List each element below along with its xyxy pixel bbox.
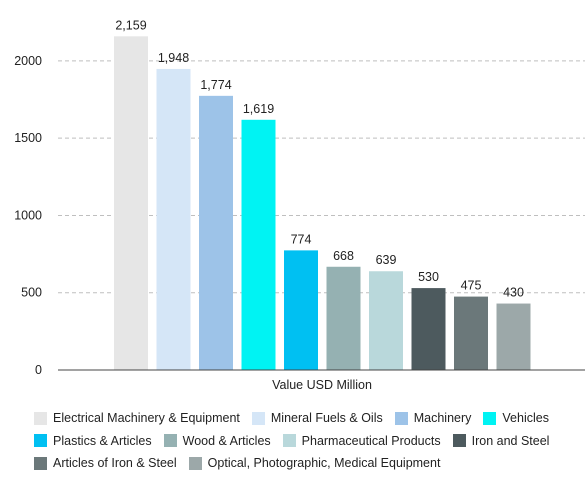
legend-item: Machinery bbox=[394, 408, 472, 428]
legend-swatch bbox=[483, 411, 497, 425]
legend-swatch bbox=[188, 456, 202, 470]
bar-value-label: 1,948 bbox=[158, 51, 189, 65]
legend-label: Wood & Articles bbox=[182, 433, 271, 448]
bar bbox=[114, 36, 148, 370]
bar-labels: 2,159 1,948 1,774 1,619 774 668 639 530 475 430 bbox=[115, 18, 524, 299]
legend-label: Machinery bbox=[413, 411, 472, 425]
bar bbox=[496, 303, 531, 370]
legend-item: Plastics & Articles bbox=[34, 431, 152, 451]
y-tick-label: 0 bbox=[35, 363, 42, 377]
legend-item: Mineral Fuels & Oils bbox=[251, 408, 383, 428]
legend-item: Articles of Iron & Steel bbox=[34, 453, 177, 473]
legend-swatch bbox=[251, 411, 265, 425]
legend-item: Optical, Photographic, Medical Equipment bbox=[188, 453, 441, 473]
y-tick-label: 500 bbox=[21, 286, 42, 300]
plot-area: 0 500 1000 1500 2000 2,159 1,948 1,774 1,619 774… bbox=[14, 18, 585, 392]
legend-swatch bbox=[34, 434, 47, 447]
legend-item: Iron and Steel bbox=[452, 431, 550, 451]
legend-label: Plastics & Articles bbox=[53, 433, 152, 448]
bar-value-label: 639 bbox=[376, 253, 397, 267]
legend-label: Mineral Fuels & Oils bbox=[270, 411, 383, 425]
bar-value-label: 475 bbox=[461, 279, 482, 293]
legend-item: Vehicles bbox=[483, 408, 549, 428]
bar bbox=[199, 95, 233, 370]
bar bbox=[411, 288, 446, 370]
y-tick-label: 1500 bbox=[14, 131, 42, 145]
bar-value-label: 2,159 bbox=[115, 18, 146, 32]
bar bbox=[369, 271, 403, 370]
bar bbox=[241, 119, 276, 370]
bars bbox=[114, 36, 531, 370]
legend-label: Vehicles bbox=[502, 411, 549, 425]
x-axis-label: Value USD Million bbox=[272, 378, 372, 392]
bar-value-label: 774 bbox=[291, 232, 312, 246]
bar bbox=[454, 296, 488, 370]
bar-value-label: 430 bbox=[503, 286, 524, 300]
legend-item: Pharmaceutical Products bbox=[282, 431, 441, 451]
legend-swatch bbox=[34, 411, 47, 425]
legend: Electrical Machinery & Equipment Mineral … bbox=[34, 408, 579, 476]
legend-item: Electrical Machinery & Equipment bbox=[34, 408, 240, 428]
y-axis-ticks: 0 500 1000 1500 2000 bbox=[14, 54, 42, 377]
bar bbox=[156, 68, 191, 370]
bar-value-label: 1,619 bbox=[243, 102, 274, 116]
legend-label: Pharmaceutical Products bbox=[301, 433, 441, 448]
bar-value-label: 668 bbox=[333, 249, 354, 263]
y-tick-label: 2000 bbox=[14, 54, 42, 68]
legend-label: Electrical Machinery & Equipment bbox=[53, 411, 240, 425]
legend-label: Optical, Photographic, Medical Equipment bbox=[207, 456, 441, 470]
legend-swatch bbox=[452, 434, 466, 447]
legend-swatch bbox=[163, 434, 177, 447]
legend-swatch bbox=[282, 434, 296, 447]
legend-label: Articles of Iron & Steel bbox=[53, 456, 177, 470]
y-tick-label: 1000 bbox=[14, 208, 42, 222]
bar bbox=[326, 266, 361, 370]
bar-value-label: 1,774 bbox=[200, 78, 231, 92]
legend-swatch bbox=[34, 456, 47, 470]
legend-swatch bbox=[394, 411, 408, 425]
bar-value-label: 530 bbox=[418, 270, 439, 284]
legend-item: Wood & Articles bbox=[163, 431, 271, 451]
bar bbox=[284, 250, 318, 370]
legend-label: Iron and Steel bbox=[471, 433, 550, 448]
